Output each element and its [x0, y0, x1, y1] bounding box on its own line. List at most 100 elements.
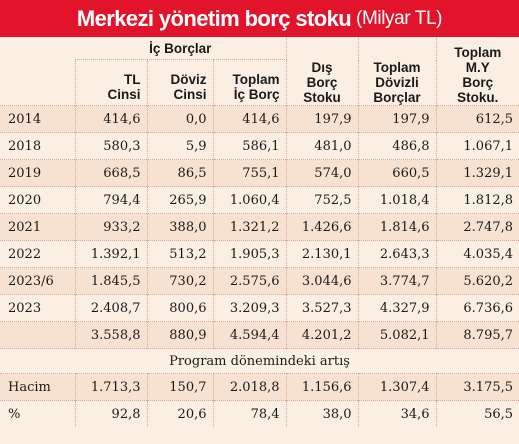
- table-row: 2023/6 1.845,5 730,2 2.575,6 3.044,6 3.7…: [0, 267, 519, 295]
- cell: 4.327,9: [358, 294, 437, 322]
- cell: 5.620,2: [436, 267, 519, 295]
- table-unit: (Milyar TL): [356, 7, 443, 29]
- row-label: 2022: [0, 240, 76, 268]
- cell: 1.018,4: [358, 186, 437, 214]
- cell: 2.575,6: [213, 267, 287, 295]
- cell: 1.392,1: [75, 240, 148, 268]
- cell: 20,6: [147, 400, 214, 427]
- cell: 1.067,1: [436, 132, 519, 160]
- row-label: 2021: [0, 213, 76, 241]
- table-row: 2020 794,4 265,9 1.060,4 752,5 1.018,4 1…: [0, 186, 519, 214]
- cell: 56,5: [436, 400, 519, 427]
- col-header-line: Toplam: [373, 60, 421, 75]
- cell: 794,4: [75, 186, 148, 214]
- cell: 78,4: [213, 400, 287, 427]
- cell: 414,6: [213, 105, 287, 133]
- table-row: 2021 933,2 388,0 1.321,2 1.426,6 1.814,6…: [0, 213, 519, 241]
- col-header-line: Borç: [306, 75, 338, 90]
- cell: 668,5: [75, 159, 148, 187]
- row-label: 2014: [0, 105, 76, 133]
- header-corner-lower: [0, 59, 76, 106]
- table-row: 2022 1.392,1 513,2 1.905,3 2.130,1 2.643…: [0, 240, 519, 268]
- cell: 92,8: [75, 400, 148, 427]
- table-row: 2014 414,6 0,0 414,6 197,9 197,9 612,5: [0, 105, 519, 133]
- table-row: 2019 668,5 86,5 755,1 574,0 660,5 1.329,…: [0, 159, 519, 187]
- cell: 3.774,7: [358, 267, 437, 295]
- cell: 265,9: [147, 186, 214, 214]
- cell: 3.558,8: [75, 321, 148, 349]
- cell: 2.018,8: [213, 373, 287, 401]
- cell: 1.713,3: [75, 373, 148, 401]
- cell: 414,6: [75, 105, 148, 133]
- cell: 6.736,6: [436, 294, 519, 322]
- col-header-line: Toplam: [454, 45, 502, 60]
- col-header-line: Cinsi: [107, 87, 141, 102]
- cell: 4.201,2: [286, 321, 359, 349]
- col-header-line: İç Borç: [233, 87, 280, 102]
- cell: 1.426,6: [286, 213, 359, 241]
- cell: 8.795,7: [436, 321, 519, 349]
- row-label: 2018: [0, 132, 76, 160]
- row-label: 2020: [0, 186, 76, 214]
- section-row: Program dönemindeki artış: [0, 348, 519, 374]
- cell: 1.156,6: [286, 373, 359, 401]
- cell: 3.209,3: [213, 294, 287, 322]
- table-row: Hacim 1.713,3 150,7 2.018,8 1.156,6 1.30…: [0, 373, 519, 401]
- table-row: 2018 580,3 5,9 586,1 481,0 486,8 1.067,1: [0, 132, 519, 160]
- cell: 3.527,3: [286, 294, 359, 322]
- cell: 580,3: [75, 132, 148, 160]
- cell: 880,9: [147, 321, 214, 349]
- cell: 4.035,4: [436, 240, 519, 268]
- cell: 150,7: [147, 373, 214, 401]
- cell: 2.643,3: [358, 240, 437, 268]
- row-label: %: [0, 400, 76, 427]
- cell: 4.594,4: [213, 321, 287, 349]
- cell: 933,2: [75, 213, 148, 241]
- cell: 660,5: [358, 159, 437, 187]
- col-header-line: Cinsi: [173, 87, 207, 102]
- cell: 1.060,4: [213, 186, 287, 214]
- table-row: % 92,8 20,6 78,4 38,0 34,6 56,5: [0, 400, 519, 427]
- group-header-ic-borclar: İç Borçlar: [75, 37, 287, 60]
- row-label: 2019: [0, 159, 76, 187]
- col-header-line: Dış: [311, 60, 333, 75]
- cell: 1.905,3: [213, 240, 287, 268]
- table-title: Merkezi yönetim borç stoku: [76, 5, 352, 31]
- debt-stock-table: İç Borçlar Dış Borç Stoku Toplam Dövizli…: [0, 37, 519, 427]
- cell: 574,0: [286, 159, 359, 187]
- row-label: 2023/6: [0, 267, 76, 295]
- cell: 388,0: [147, 213, 214, 241]
- cell: 612,5: [436, 105, 519, 133]
- col-header-line: Döviz: [170, 72, 207, 87]
- col-header-line: Borç: [462, 75, 494, 90]
- cell: 1.814,6: [358, 213, 437, 241]
- cell: 1.812,8: [436, 186, 519, 214]
- cell: 34,6: [358, 400, 437, 427]
- row-label: [0, 321, 76, 349]
- cell: 513,2: [147, 240, 214, 268]
- cell: 86,5: [147, 159, 214, 187]
- col-header-line: Toplam: [232, 72, 280, 87]
- col-header-doviz-cinsi: Döviz Cinsi: [147, 59, 214, 106]
- cell: 5,9: [147, 132, 214, 160]
- header-corner: [0, 37, 75, 60]
- cell: 3.044,6: [286, 267, 359, 295]
- col-header-tl-cinsi: TL Cinsi: [75, 59, 148, 106]
- col-header-line: Borçlar: [373, 90, 421, 105]
- cell: 0,0: [147, 105, 214, 133]
- cell: 586,1: [213, 132, 287, 160]
- col-header-dis-borc: Dış Borç Stoku: [286, 37, 359, 106]
- cell: 1.845,5: [75, 267, 148, 295]
- cell: 38,0: [286, 400, 359, 427]
- cell: 2.408,7: [75, 294, 148, 322]
- cell: 730,2: [147, 267, 214, 295]
- cell: 1.307,4: [358, 373, 437, 401]
- cell: 486,8: [358, 132, 437, 160]
- col-header-toplam-dovizli: Toplam Dövizli Borçlar: [358, 37, 437, 106]
- cell: 1.321,2: [213, 213, 287, 241]
- cell: 755,1: [213, 159, 287, 187]
- col-header-line: Stoku: [303, 90, 341, 105]
- col-header-line: Dövizli: [375, 75, 419, 90]
- cell: 197,9: [286, 105, 359, 133]
